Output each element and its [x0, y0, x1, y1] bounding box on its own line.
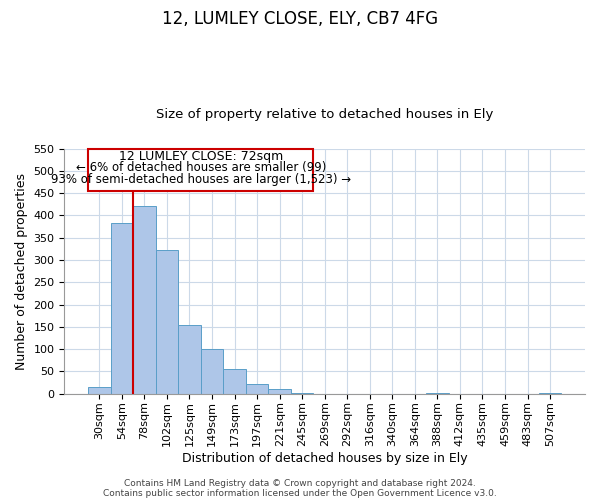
Bar — [88, 148, 313, 191]
Bar — [539, 393, 562, 394]
Bar — [426, 393, 449, 394]
Title: Size of property relative to detached houses in Ely: Size of property relative to detached ho… — [156, 108, 493, 121]
Bar — [110, 223, 133, 394]
Bar — [223, 369, 246, 394]
Bar — [155, 250, 178, 394]
Bar — [268, 389, 291, 394]
Bar — [246, 384, 268, 394]
Text: ← 6% of detached houses are smaller (99): ← 6% of detached houses are smaller (99) — [76, 161, 326, 174]
Bar — [201, 349, 223, 394]
Text: 12 LUMLEY CLOSE: 72sqm: 12 LUMLEY CLOSE: 72sqm — [119, 150, 283, 162]
Bar — [133, 206, 155, 394]
X-axis label: Distribution of detached houses by size in Ely: Distribution of detached houses by size … — [182, 452, 467, 465]
Bar — [291, 393, 313, 394]
Text: Contains public sector information licensed under the Open Government Licence v3: Contains public sector information licen… — [103, 488, 497, 498]
Text: 12, LUMLEY CLOSE, ELY, CB7 4FG: 12, LUMLEY CLOSE, ELY, CB7 4FG — [162, 10, 438, 28]
Bar — [88, 387, 110, 394]
Y-axis label: Number of detached properties: Number of detached properties — [15, 172, 28, 370]
Text: Contains HM Land Registry data © Crown copyright and database right 2024.: Contains HM Land Registry data © Crown c… — [124, 478, 476, 488]
Bar — [178, 326, 201, 394]
Text: 93% of semi-detached houses are larger (1,523) →: 93% of semi-detached houses are larger (… — [50, 174, 351, 186]
